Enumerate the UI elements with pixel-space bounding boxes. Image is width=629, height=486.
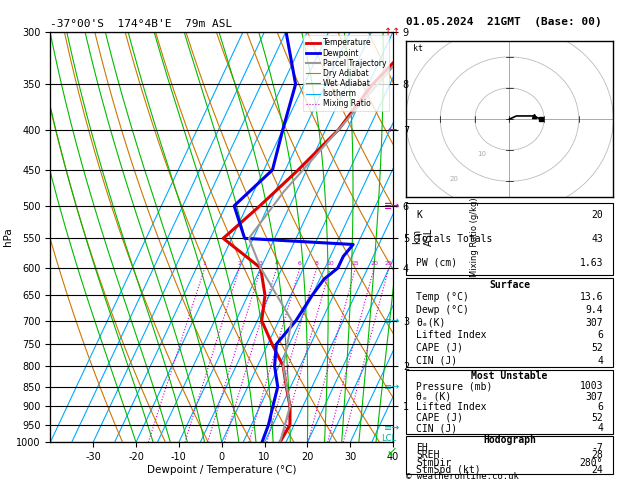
Legend: Temperature, Dewpoint, Parcel Trajectory, Dry Adiabat, Wet Adiabat, Isotherm, Mi: Temperature, Dewpoint, Parcel Trajectory…	[303, 35, 389, 111]
Text: θₑ (K): θₑ (K)	[416, 392, 452, 401]
Y-axis label: hPa: hPa	[3, 227, 13, 246]
FancyBboxPatch shape	[406, 203, 613, 275]
Text: K: K	[416, 209, 422, 220]
Text: 15: 15	[352, 261, 359, 266]
Text: 4: 4	[597, 423, 603, 433]
Text: 6: 6	[597, 402, 603, 412]
Text: Totals Totals: Totals Totals	[416, 234, 493, 243]
Text: 20: 20	[370, 261, 378, 266]
X-axis label: Dewpoint / Temperature (°C): Dewpoint / Temperature (°C)	[147, 465, 296, 475]
Text: Most Unstable: Most Unstable	[471, 371, 548, 381]
Text: LCL: LCL	[381, 434, 396, 443]
Text: EH: EH	[416, 443, 428, 452]
Text: Dewp (°C): Dewp (°C)	[416, 305, 469, 315]
Text: Surface: Surface	[489, 280, 530, 290]
Text: -37°00'S  174°4B'E  79m ASL: -37°00'S 174°4B'E 79m ASL	[50, 19, 233, 30]
Text: 1.63: 1.63	[579, 258, 603, 268]
Text: 307: 307	[585, 318, 603, 328]
Text: 3: 3	[259, 261, 263, 266]
Text: © weatheronline.co.uk: © weatheronline.co.uk	[406, 472, 518, 481]
FancyBboxPatch shape	[406, 278, 613, 367]
Text: 6: 6	[298, 261, 302, 266]
Text: ≡→: ≡→	[384, 423, 400, 434]
Text: ↙: ↙	[387, 445, 397, 458]
Text: 1003: 1003	[579, 381, 603, 391]
Text: 20: 20	[450, 176, 459, 182]
Text: ≡→: ≡→	[384, 201, 400, 211]
Text: ←: ←	[387, 125, 396, 135]
Text: 4: 4	[597, 356, 603, 365]
Text: kt: kt	[413, 44, 423, 52]
Text: 52: 52	[591, 343, 603, 353]
Y-axis label: km
ASL: km ASL	[412, 228, 433, 246]
Text: -7: -7	[591, 443, 603, 452]
Y-axis label: Mixing Ratio (g/kg): Mixing Ratio (g/kg)	[469, 197, 479, 277]
Text: CIN (J): CIN (J)	[416, 356, 457, 365]
Text: CAPE (J): CAPE (J)	[416, 343, 463, 353]
Text: 4: 4	[275, 261, 279, 266]
Text: 43: 43	[591, 234, 603, 243]
Text: 2: 2	[238, 261, 242, 266]
Text: CIN (J): CIN (J)	[416, 423, 457, 433]
Text: 28: 28	[591, 450, 603, 460]
Text: 10: 10	[477, 152, 486, 157]
Text: ↑↑: ↑↑	[384, 27, 400, 36]
Text: Lifted Index: Lifted Index	[416, 330, 487, 340]
Text: SREH: SREH	[416, 450, 440, 460]
Text: 1: 1	[203, 261, 207, 266]
Text: Temp (°C): Temp (°C)	[416, 293, 469, 302]
Text: PW (cm): PW (cm)	[416, 258, 457, 268]
FancyBboxPatch shape	[406, 370, 613, 434]
Text: 20: 20	[591, 209, 603, 220]
Text: Pressure (mb): Pressure (mb)	[416, 381, 493, 391]
Text: ≡→: ≡→	[384, 315, 400, 326]
Text: 307: 307	[585, 392, 603, 401]
Text: 01.05.2024  21GMT  (Base: 00): 01.05.2024 21GMT (Base: 00)	[406, 17, 601, 27]
Text: 280°: 280°	[579, 458, 603, 468]
Text: 8: 8	[314, 261, 319, 266]
Text: θₑ(K): θₑ(K)	[416, 318, 445, 328]
FancyBboxPatch shape	[406, 436, 613, 474]
Text: ≡→: ≡→	[384, 382, 400, 392]
Text: 24: 24	[591, 465, 603, 475]
Text: 25: 25	[385, 261, 392, 266]
Text: StmDir: StmDir	[416, 458, 452, 468]
Text: 9.4: 9.4	[585, 305, 603, 315]
Text: StmSpd (kt): StmSpd (kt)	[416, 465, 481, 475]
Text: 10: 10	[326, 261, 334, 266]
Text: 13.6: 13.6	[579, 293, 603, 302]
Text: 6: 6	[597, 330, 603, 340]
Text: Lifted Index: Lifted Index	[416, 402, 487, 412]
Text: Hodograph: Hodograph	[483, 435, 536, 445]
Text: 52: 52	[591, 413, 603, 423]
Text: CAPE (J): CAPE (J)	[416, 413, 463, 423]
